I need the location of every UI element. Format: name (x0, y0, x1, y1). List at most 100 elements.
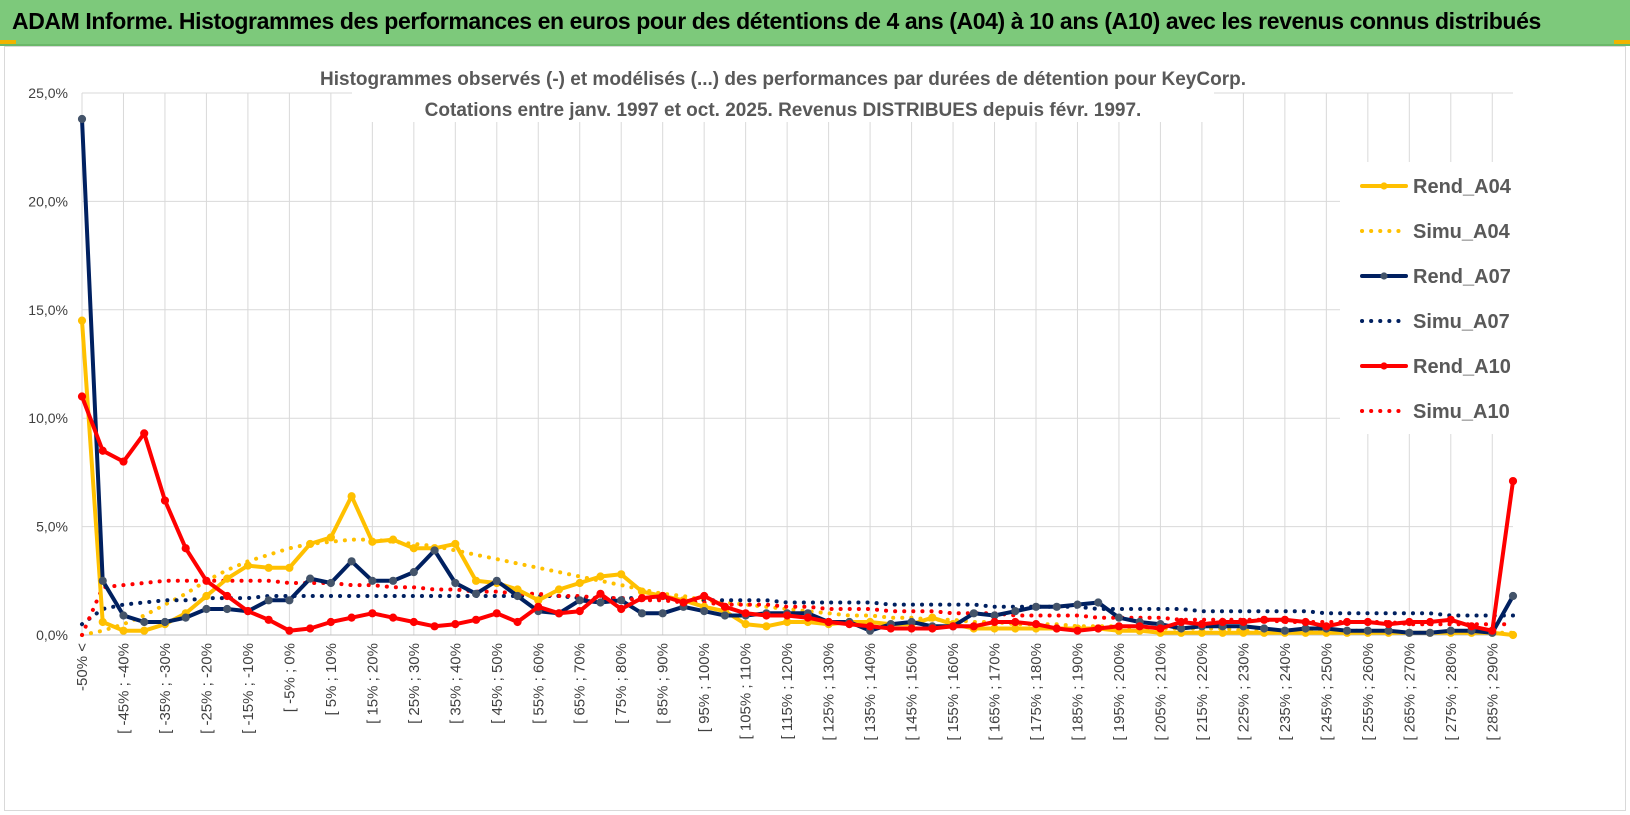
data-point-rend-a10 (617, 604, 626, 614)
page-title: ADAM Informe. Histogrammes des performan… (12, 8, 1541, 34)
data-point-rend-a07 (368, 576, 377, 585)
x-tick-label: [ 155% ; 160% (945, 643, 962, 741)
data-point-rend-a10 (140, 429, 149, 438)
data-point-rend-a10 (202, 576, 211, 585)
data-point-rend-a10 (554, 609, 564, 618)
data-point-rend-a10 (762, 611, 771, 620)
data-point-rend-a10 (513, 617, 522, 627)
data-point-rend-a10 (1135, 622, 1144, 631)
data-point-rend-a10 (824, 617, 833, 627)
data-point-rend-a10 (990, 617, 999, 627)
data-point-rend-a04 (388, 535, 398, 544)
data-point-rend-a07 (388, 576, 398, 585)
data-point-rend-a04 (471, 576, 481, 585)
y-tick-label: 10,0% (28, 410, 68, 426)
data-point-rend-a07 (1094, 598, 1103, 607)
data-point-rend-a10 (160, 496, 170, 505)
data-point-rend-a04 (617, 570, 626, 579)
data-point-rend-a04 (409, 544, 418, 553)
corner-accent-right (1614, 40, 1630, 44)
x-tick-label: [ -25% ; -20% (198, 643, 215, 734)
x-tick-label: [ -35% ; -30% (157, 643, 174, 734)
data-point-rend-a07 (492, 576, 501, 585)
data-point-rend-a10 (637, 594, 647, 603)
legend-background (1340, 162, 1522, 434)
data-point-rend-a10 (886, 624, 895, 633)
data-point-rend-a07 (700, 607, 709, 616)
data-point-rend-a10 (119, 457, 128, 466)
data-point-rend-a04 (119, 626, 128, 635)
data-point-rend-a10 (741, 609, 750, 618)
data-point-rend-a07 (596, 598, 605, 607)
data-point-rend-a04 (264, 563, 273, 572)
data-point-rend-a04 (326, 533, 335, 542)
data-point-rend-a10 (1218, 617, 1227, 627)
data-point-rend-a04 (243, 561, 253, 570)
x-tick-label: [ 15% ; 20% (364, 643, 381, 724)
data-point-rend-a04 (202, 591, 211, 601)
data-point-rend-a07 (1363, 626, 1372, 635)
x-axis: -50% < [ -45% ; -40% [ -35% ; -30% [ -25% ;… (74, 634, 1513, 741)
x-tick-label: [ -5% ; 0% (281, 643, 298, 712)
data-point-rend-a07 (1425, 628, 1435, 637)
chart-title-background (352, 60, 1214, 122)
data-point-rend-a10 (969, 622, 978, 631)
data-point-rend-a04 (762, 622, 771, 631)
data-point-rend-a07 (1508, 591, 1518, 601)
data-point-rend-a07 (1405, 628, 1414, 637)
data-point-rend-a10 (1260, 615, 1269, 624)
data-point-rend-a04 (596, 572, 605, 581)
data-point-rend-a07 (430, 546, 439, 555)
data-point-rend-a10 (1384, 620, 1393, 629)
data-point-rend-a10 (1280, 615, 1289, 624)
y-tick-label: 20,0% (28, 193, 68, 209)
legend-label-rend-a10: Rend_A10 (1413, 356, 1511, 378)
x-tick-label: [ 225% ; 230% (1235, 643, 1252, 741)
data-point-rend-a10 (347, 613, 356, 622)
x-tick-label: [ 115% ; 120% (779, 643, 796, 739)
x-tick-label: [ 265% ; 270% (1401, 643, 1418, 741)
data-point-rend-a10 (948, 622, 958, 631)
data-point-rend-a10 (326, 617, 335, 627)
data-point-rend-a07 (119, 611, 128, 620)
series-line-simu-a10 (80, 578, 1515, 637)
data-point-rend-a07 (617, 596, 626, 605)
data-point-rend-a10 (783, 611, 792, 620)
data-point-rend-a10 (492, 609, 501, 618)
legend-marker (1380, 362, 1388, 370)
x-tick-label: [ -45% ; -40% (115, 643, 132, 734)
chart-frame (4, 46, 1626, 811)
data-point-rend-a10 (907, 624, 916, 633)
corner-accent-left (0, 40, 16, 44)
series-line-rend-a07 (80, 117, 1515, 635)
data-point-rend-a10 (388, 613, 398, 622)
y-tick-label: 15,0% (28, 302, 68, 318)
data-point-rend-a10 (720, 602, 730, 611)
data-point-rend-a10 (1114, 622, 1124, 631)
data-point-rend-a10 (803, 613, 812, 622)
x-tick-label: [ 135% ; 140% (862, 643, 879, 741)
data-point-rend-a07 (409, 568, 418, 577)
x-tick-label: [ 55% ; 60% (530, 643, 547, 724)
data-point-rend-a10 (223, 591, 232, 601)
data-point-rend-a10 (471, 615, 481, 624)
data-point-rend-a07 (1260, 624, 1269, 633)
data-point-rend-a07 (1114, 613, 1124, 622)
data-point-rend-a04 (554, 585, 564, 594)
grid-layer (81, 92, 1513, 636)
data-point-rend-a07 (140, 617, 149, 627)
legend-label-simu-a04: Simu_A04 (1413, 221, 1511, 243)
data-point-rend-a07 (658, 609, 667, 618)
data-point-rend-a04 (223, 574, 232, 583)
data-point-rend-a04 (741, 620, 750, 629)
legend-label-rend-a07: Rend_A07 (1413, 266, 1511, 288)
chart-title-line-2: Cotations entre janv. 1997 et oct. 2025.… (425, 100, 1142, 121)
legend: Rend_A04 Simu_A04 Rend_A07 Simu_A07 Rend_A10… (1340, 162, 1522, 434)
x-tick-label: [ 125% ; 130% (821, 643, 838, 741)
x-tick-label: [ 245% ; 250% (1318, 643, 1335, 741)
legend-label-rend-a04: Rend_A04 (1413, 176, 1512, 198)
data-point-rend-a07 (575, 596, 584, 605)
x-tick-label: [ 45% ; 50% (489, 643, 506, 724)
x-tick-label: [ 145% ; 150% (904, 643, 921, 741)
